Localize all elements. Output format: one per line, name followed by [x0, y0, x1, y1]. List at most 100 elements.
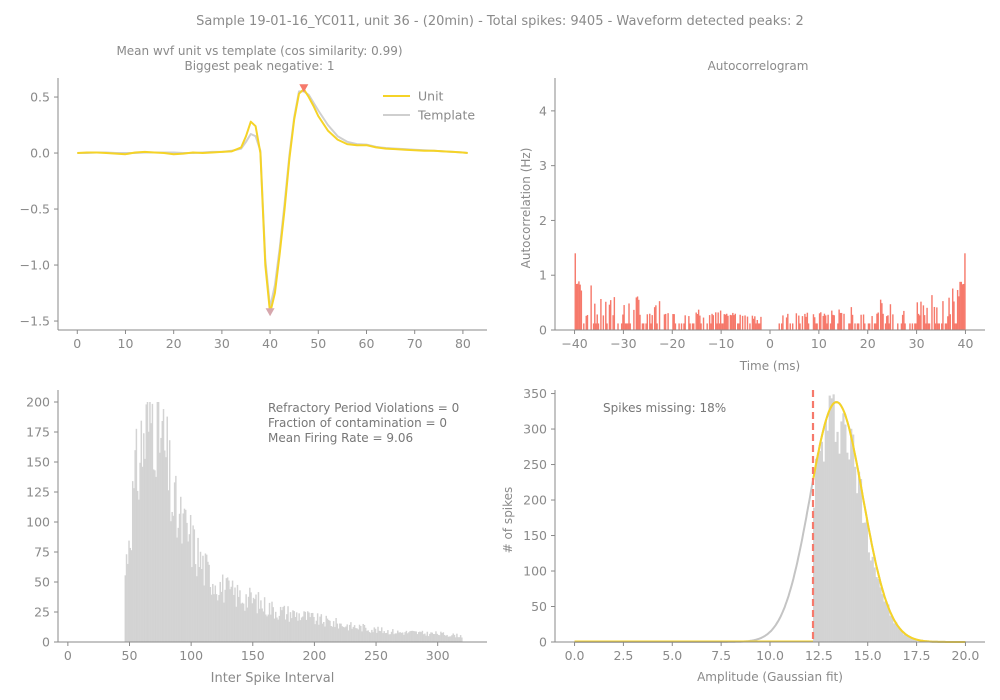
isi-bar: [277, 619, 279, 642]
x-tick-label: 40: [958, 336, 974, 351]
isi-bar: [250, 592, 252, 642]
acg-bar: [926, 307, 928, 330]
acg-bar: [839, 312, 842, 330]
isi-bar: [150, 423, 152, 642]
isi-bar: [283, 605, 286, 642]
amplitude-bar: [859, 479, 863, 642]
acg-bar: [757, 323, 760, 330]
acg-bar: [693, 323, 695, 330]
isi-bar: [445, 635, 447, 642]
isi-bar: [139, 462, 141, 642]
isi-bar: [451, 635, 453, 642]
isi-bar: [361, 631, 363, 642]
acg-bar: [927, 323, 930, 330]
isi-bar: [160, 437, 162, 642]
isi-bar: [189, 514, 192, 642]
amplitude-bar: [813, 507, 816, 642]
isi-bar: [131, 481, 134, 642]
y-tick-label: 175: [26, 425, 50, 440]
isi-bar: [308, 612, 310, 642]
isi-bar: [336, 623, 339, 642]
isi-bar: [399, 632, 401, 642]
acg-bar: [812, 314, 815, 330]
isi-bar: [357, 629, 360, 642]
acg-bar: [688, 316, 690, 330]
isi-bar: [419, 631, 421, 642]
acg-bar: [849, 323, 851, 330]
acg-bar: [889, 304, 892, 330]
y-tick-label: 25: [34, 605, 50, 620]
acg-bar: [732, 312, 734, 330]
acg-bar: [580, 290, 583, 330]
y-tick-label: 300: [523, 422, 547, 437]
acg-bar: [816, 323, 818, 330]
acg-bar: [627, 323, 629, 330]
acg-bar: [864, 323, 866, 330]
acg-bar: [575, 283, 578, 330]
acg-bar: [948, 297, 950, 330]
acg-bar: [804, 313, 806, 330]
x-tick-label: 10.0: [756, 648, 784, 663]
acg-bar: [886, 316, 888, 330]
acg-bar: [876, 313, 878, 330]
isi-bar: [271, 601, 273, 642]
acg-bar: [928, 323, 931, 330]
x-tick-label: 10: [811, 336, 827, 351]
acg-bar: [649, 313, 651, 330]
acg-bar: [583, 323, 585, 330]
legend-label-template: Template: [417, 108, 475, 123]
isi-bar: [242, 603, 245, 642]
acg-bar: [824, 315, 827, 330]
isi-bar: [330, 626, 332, 642]
amplitude-bar: [840, 421, 843, 642]
isi-bar: [307, 611, 309, 642]
isi-bar: [130, 550, 133, 642]
isi-bar: [440, 631, 442, 642]
acg-bar: [952, 288, 954, 330]
acg-bar: [937, 323, 939, 330]
series-line-unit: [77, 88, 468, 315]
x-tick-label: 7.5: [711, 648, 731, 663]
amplitude-bar: [893, 623, 896, 642]
acg-bar: [684, 315, 686, 330]
isi-bar: [252, 597, 255, 642]
acg-bar: [785, 317, 788, 330]
isi-bar: [406, 633, 409, 642]
panel-amplitude-histogram: 0.0 2.5 5.0 7.5 10.0 12.5 15.0 17.5 20.0 0 50 100 15…: [501, 386, 985, 684]
acg-bar: [608, 304, 611, 330]
isi-bar: [290, 618, 293, 642]
isi-bar: [401, 632, 404, 642]
amplitude-bar: [832, 394, 835, 642]
acg-bar: [934, 323, 937, 330]
acg-bar: [922, 305, 925, 330]
chart-title: Autocorrelogram: [708, 59, 809, 73]
amplitude-bar: [902, 634, 906, 642]
acg-bar: [925, 323, 927, 330]
isi-bar: [176, 537, 178, 642]
isi-bar: [442, 632, 445, 642]
acg-bar: [953, 301, 955, 330]
acg-bar: [904, 323, 906, 330]
acg-bar: [578, 281, 580, 330]
acg-bar: [746, 316, 749, 330]
isi-bar: [342, 626, 345, 642]
x-tick-label: −10: [708, 336, 734, 351]
isi-bar: [201, 568, 203, 642]
amplitude-bar: [846, 452, 849, 642]
amplitude-bar: [818, 450, 822, 642]
isi-bar: [294, 617, 297, 642]
isi-bar: [293, 611, 295, 642]
acg-bar: [956, 289, 959, 330]
isi-bar: [366, 630, 368, 642]
acg-bar: [760, 316, 762, 330]
acg-bar: [823, 313, 826, 330]
amplitude-bar: [861, 522, 865, 642]
acg-bar: [730, 315, 733, 330]
amplitude-bar: [865, 519, 868, 642]
isi-bar: [421, 630, 424, 642]
acg-bar: [914, 323, 916, 330]
isi-bar: [273, 618, 276, 642]
acg-bar: [961, 284, 964, 330]
acg-bar: [738, 323, 740, 330]
isi-bar: [161, 421, 164, 642]
